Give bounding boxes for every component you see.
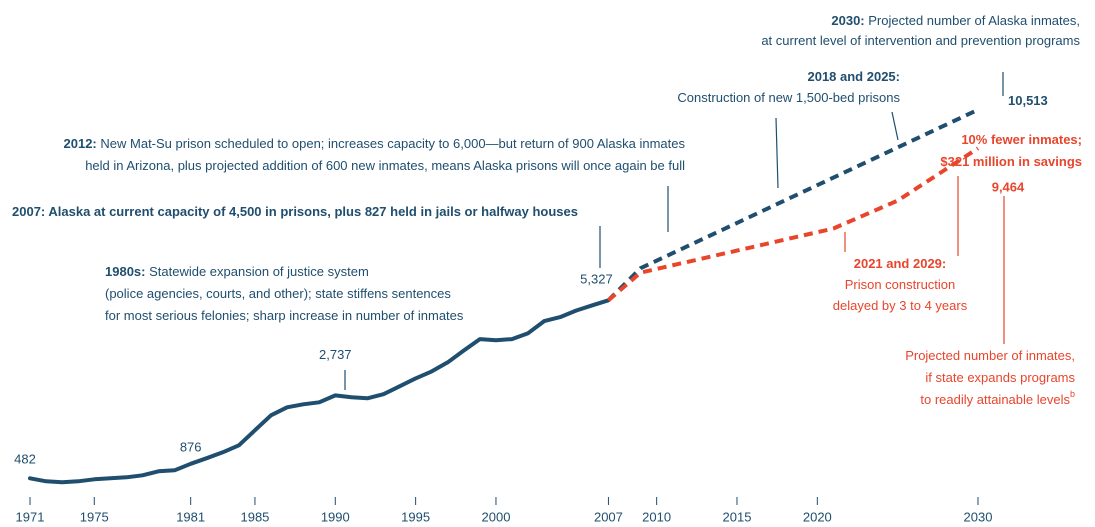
annotation: 2012: New Mat-Su prison scheduled to ope… xyxy=(64,136,686,173)
data-label: 5,327 xyxy=(580,272,613,287)
x-tick-label: 1981 xyxy=(176,509,205,524)
annotation-text: 2007: Alaska at current capacity of 4,50… xyxy=(12,204,578,219)
annotation-line: Construction of new 1,500-bed prisons xyxy=(677,90,900,105)
annotation-lead: 2007: Alaska at current capacity of 4,50… xyxy=(12,204,578,219)
annotation-line: Projected number of inmates, xyxy=(905,348,1075,363)
data-label: 2,737 xyxy=(319,347,352,362)
data-label: 10,513 xyxy=(1008,93,1048,108)
data-label: 876 xyxy=(180,439,202,454)
annotation-line: Prison construction xyxy=(845,277,956,292)
projection-line xyxy=(607,146,980,302)
leader-lines xyxy=(344,72,1005,390)
annotation: 1980s: Statewide expansion of justice sy… xyxy=(105,264,464,323)
annotation-line: $321 million in savings xyxy=(940,154,1082,169)
annotation-line: held in Arizona, plus projected addition… xyxy=(85,158,685,173)
annotation-lead: 2012: xyxy=(64,136,97,151)
annotation-lead: 2030: xyxy=(831,13,864,28)
data-label: 9,464 xyxy=(992,180,1025,195)
annotation-line: Projected number of Alaska inmates, xyxy=(868,13,1080,28)
x-tick-label: 1990 xyxy=(321,509,350,524)
x-tick-label: 1971 xyxy=(16,509,45,524)
annotation-text: Projected number of inmates, xyxy=(905,348,1075,363)
annotation-text: Prison construction xyxy=(845,277,956,292)
annotation: Projected number of inmates, if state exp… xyxy=(905,348,1075,407)
annotation-line: for most serious felonies; sharp increas… xyxy=(105,308,464,323)
annotation-text: 10% fewer inmates; xyxy=(961,132,1082,147)
annotation-text: (police agencies, courts, and other); st… xyxy=(105,286,451,301)
leader-line xyxy=(891,111,899,141)
x-tick-label: 1975 xyxy=(80,509,109,524)
annotation-line: if state expands programs xyxy=(925,370,1075,385)
annotation-line: Statewide expansion of justice system xyxy=(149,264,369,279)
footnote-mark: b xyxy=(1070,389,1075,399)
x-tick-label: 2015 xyxy=(723,509,752,524)
annotation-lead: 10% fewer inmates; xyxy=(961,132,1082,147)
annotation-text: $321 million in savings xyxy=(940,154,1082,169)
annotation: 2007: Alaska at current capacity of 4,50… xyxy=(12,204,578,219)
data-line xyxy=(28,298,611,485)
annotation-text: at current level of intervention and pre… xyxy=(761,33,1080,48)
annotation-line: New Mat-Su prison scheduled to open; inc… xyxy=(100,136,685,151)
x-tick-label: 2007 xyxy=(594,509,623,524)
annotation-lead: 2018 and 2025: xyxy=(807,69,900,84)
annotation-line: to readily attainable levels xyxy=(920,392,1070,407)
annotation-text: 2012: New Mat-Su prison scheduled to ope… xyxy=(64,136,686,151)
annotation-text: 2021 and 2029: xyxy=(854,256,947,271)
annotation-text: if state expands programs xyxy=(925,370,1075,385)
annotation-text: 2018 and 2025: xyxy=(807,69,900,84)
annotation-text: 1980s: Statewide expansion of justice sy… xyxy=(105,264,369,279)
annotation-line: delayed by 3 to 4 years xyxy=(833,298,968,313)
annotation-text: held in Arizona, plus projected addition… xyxy=(85,158,685,173)
annotation-text: Construction of new 1,500-bed prisons xyxy=(677,90,900,105)
annotation-lead: 1980s: xyxy=(105,264,145,279)
annotation: 2030: Projected number of Alaska inmates… xyxy=(761,13,1080,48)
leader-line xyxy=(775,117,779,189)
x-tick-label: 2000 xyxy=(482,509,511,524)
annotation-lead: 2021 and 2029: xyxy=(854,256,947,271)
annotation-text: 2030: Projected number of Alaska inmates… xyxy=(831,13,1080,28)
annotation: 10% fewer inmates; $321 million in saving… xyxy=(940,132,1082,169)
annotation-line: (police agencies, courts, and other); st… xyxy=(105,286,451,301)
annotation-text: delayed by 3 to 4 years xyxy=(833,298,968,313)
x-tick-label: 2010 xyxy=(642,509,671,524)
annotation-text: for most serious felonies; sharp increas… xyxy=(105,308,464,323)
x-tick-label: 2020 xyxy=(803,509,832,524)
annotation: 2018 and 2025: Construction of new 1,500-… xyxy=(677,69,900,105)
x-tick-label: 2030 xyxy=(964,509,993,524)
data-label: 482 xyxy=(14,452,36,467)
x-tick-label: 1985 xyxy=(240,509,269,524)
annotation-line: at current level of intervention and pre… xyxy=(761,33,1080,48)
x-tick-label: 1995 xyxy=(401,509,430,524)
annotation: 2021 and 2029: Prison construction delayed… xyxy=(833,256,968,313)
annotation-text: to readily attainable levelsb xyxy=(920,389,1075,407)
